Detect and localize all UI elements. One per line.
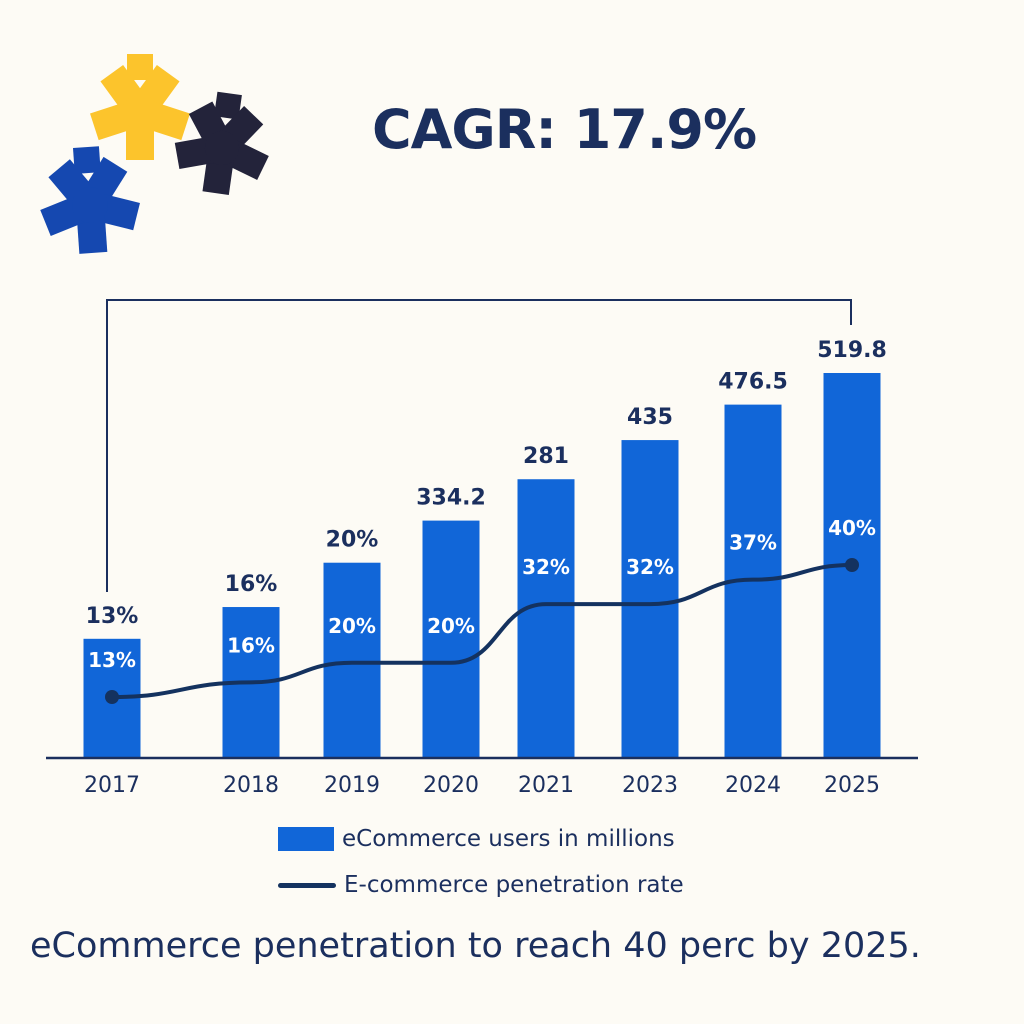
line-data-label: 32% (626, 555, 674, 579)
cagr-bracket (106, 299, 852, 592)
logo-figure-blue (40, 146, 140, 254)
bar-2020 (422, 520, 480, 757)
line-data-label: 20% (427, 614, 475, 638)
x-tick-label: 2019 (324, 773, 380, 798)
bar-data-label: 20% (326, 528, 379, 553)
penetration-line (111, 563, 853, 699)
x-tick-label: 2017 (84, 773, 140, 798)
legend-label-bar: eCommerce users in millions (342, 826, 675, 852)
x-tick-label: 2023 (622, 773, 678, 798)
x-tick-label: 2025 (824, 773, 880, 798)
line-point (845, 558, 859, 572)
line-data-label: 13% (88, 648, 136, 672)
x-tick-label: 2018 (223, 773, 279, 798)
bar-data-label: 16% (225, 572, 278, 597)
line-data-label: 16% (227, 633, 275, 657)
legend-swatch-line (278, 882, 336, 888)
line-point (105, 690, 119, 704)
bar-2021 (517, 479, 575, 757)
logo-figure-dark (174, 91, 269, 196)
x-tick-label: 2020 (423, 773, 479, 798)
legend-swatch-bar (278, 827, 334, 851)
bar-data-label: 334.2 (416, 486, 486, 511)
x-tick-label: 2021 (518, 773, 574, 798)
bar-data-label: 435 (627, 405, 673, 430)
logo (40, 54, 269, 254)
line-data-label: 37% (729, 531, 777, 555)
logo-figure-yellow (90, 54, 190, 160)
line-data-label: 40% (828, 516, 876, 540)
x-tick-label: 2024 (725, 773, 781, 798)
bar-data-label: 13% (86, 604, 139, 629)
line-data-label: 20% (328, 614, 376, 638)
bar-data-label: 281 (523, 444, 569, 469)
line-data-label: 32% (522, 555, 570, 579)
bar-data-label: 476.5 (718, 370, 788, 395)
bar-data-label: 519.8 (817, 338, 887, 363)
legend-item-bar: eCommerce users in millions (278, 826, 675, 852)
legend-item-line: E-commerce penetration rate (278, 872, 684, 898)
chart-title: CAGR: 17.9% (372, 98, 757, 161)
bar-2019 (323, 562, 381, 757)
footer-caption: eCommerce penetration to reach 40 perc b… (30, 926, 921, 966)
bar-2023 (621, 440, 679, 757)
legend-label-line: E-commerce penetration rate (344, 872, 684, 898)
